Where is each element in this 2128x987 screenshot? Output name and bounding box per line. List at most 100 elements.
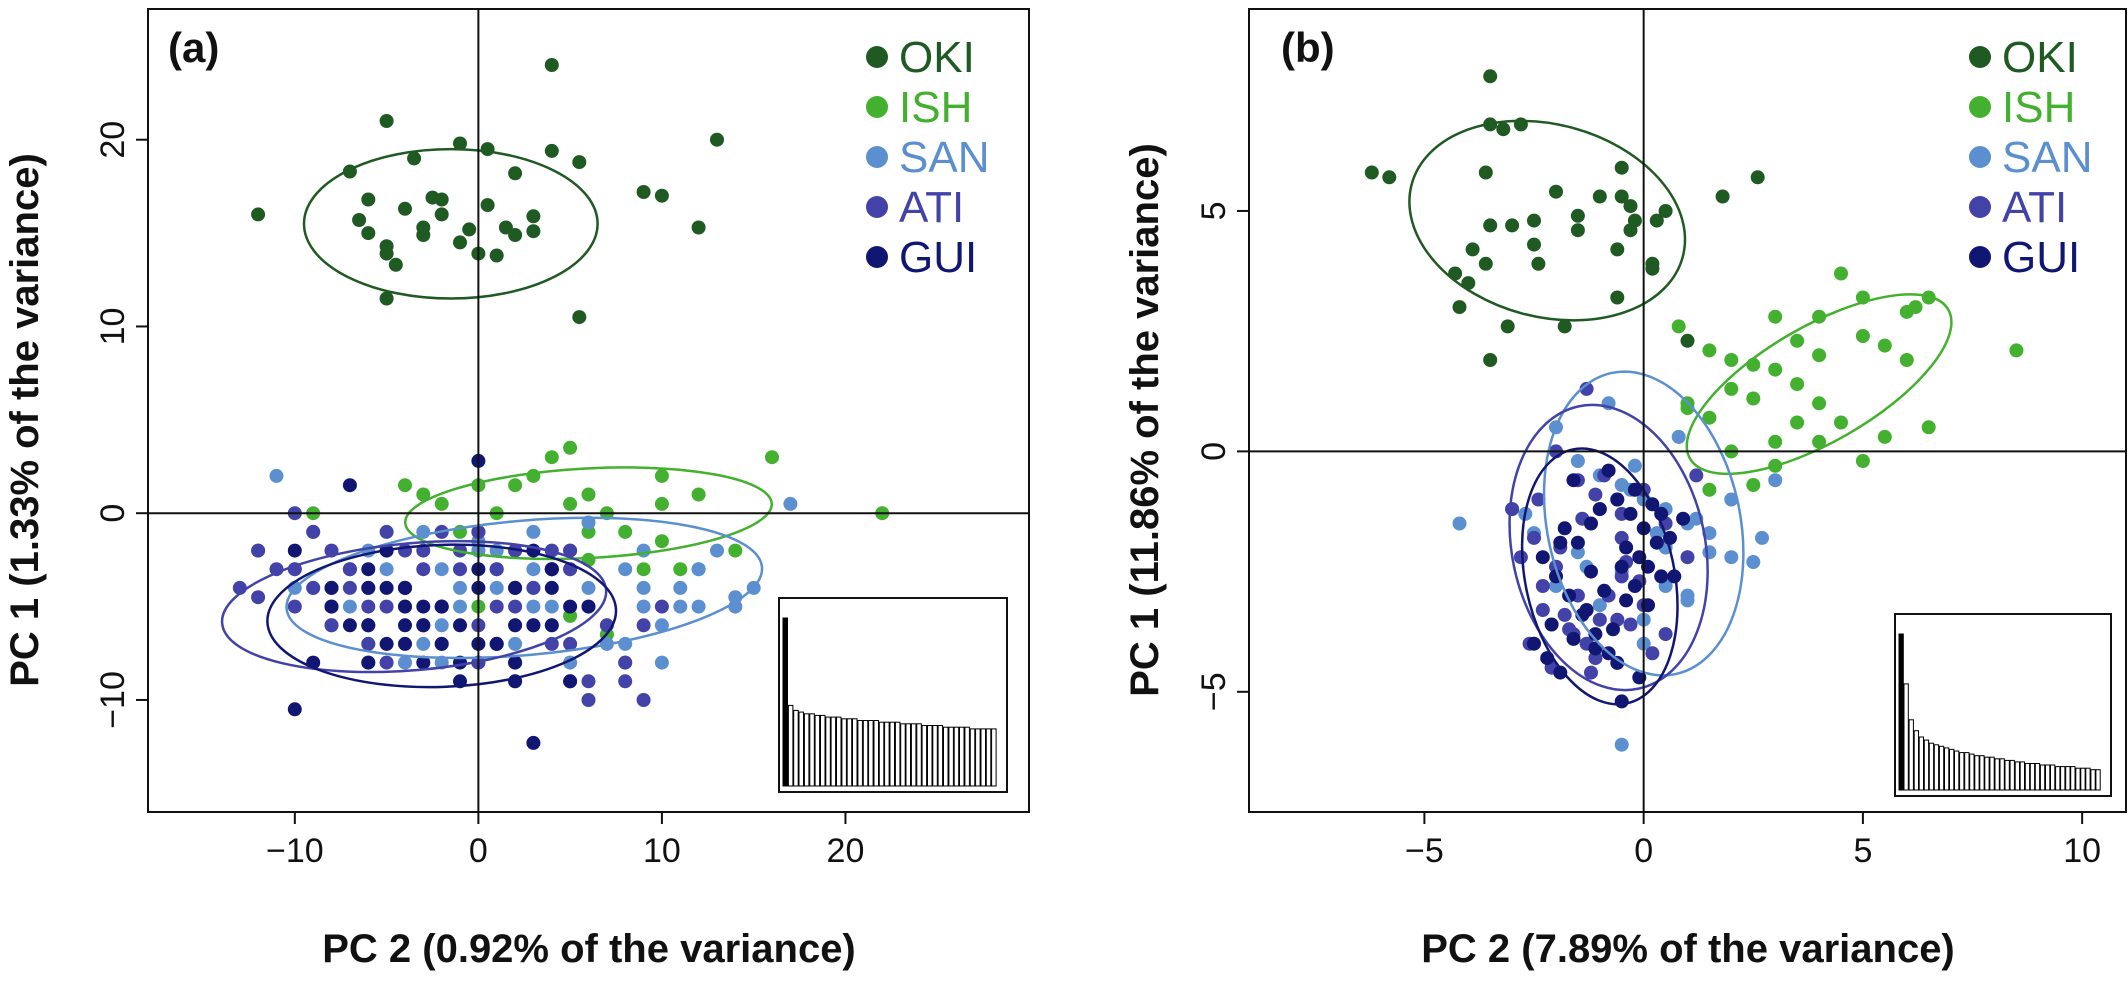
point-san [581, 580, 596, 595]
point-ish [398, 478, 412, 493]
point-oki [398, 201, 412, 216]
point-gui [1610, 492, 1625, 507]
point-gui [563, 599, 578, 614]
point-gui [1623, 506, 1638, 521]
legend-label-gui: GUI [899, 233, 977, 282]
inset-bar [782, 617, 788, 787]
point-oki [1496, 122, 1511, 137]
point-san [691, 599, 706, 614]
point-gui [1588, 627, 1603, 642]
ellipse-oki [1408, 119, 1687, 322]
point-san [636, 599, 651, 614]
point-oki [1645, 261, 1660, 276]
point-san [1649, 526, 1664, 541]
point-san [1570, 454, 1585, 468]
reference-lines-a [148, 9, 1029, 812]
ellipse-gui [266, 543, 618, 689]
point-san [673, 599, 688, 614]
point-ati [453, 562, 467, 577]
point-ati [1513, 550, 1528, 565]
inset-bar [2009, 759, 2015, 791]
inset-bar [927, 725, 933, 787]
point-gui [398, 636, 412, 651]
point-oki [544, 58, 559, 72]
legend-label-san: SAN [2002, 133, 2092, 182]
point-san [636, 580, 651, 595]
point-gui [1610, 655, 1625, 670]
point-gui [508, 580, 523, 595]
point-oki [251, 207, 266, 222]
point-oki [526, 224, 541, 239]
point-san [1702, 545, 1717, 560]
point-oki [1649, 213, 1664, 228]
point-ish [618, 524, 633, 539]
point-gui [342, 618, 357, 633]
point-ati [636, 693, 651, 707]
point-oki [508, 166, 523, 181]
point-san [1452, 516, 1467, 531]
inset-bar [1979, 755, 1985, 791]
point-ish [1790, 415, 1805, 430]
point-gui [324, 580, 339, 595]
inset-bar [1908, 719, 1914, 791]
legend-label-ish: ISH [899, 83, 972, 132]
inset-bar [825, 716, 831, 787]
point-ati [1579, 381, 1594, 396]
point-oki [1382, 170, 1397, 185]
x-tick-label: 5 [1853, 832, 1872, 870]
point-oki [361, 192, 376, 207]
point-ati [1614, 569, 1629, 584]
legend-marker-san [1969, 146, 1991, 168]
point-gui [1570, 535, 1585, 550]
plot-frame-b [1248, 8, 2127, 813]
point-ish [654, 468, 669, 483]
inset-bar [2014, 761, 2020, 791]
point-gui [1557, 521, 1572, 536]
inset-bar [2080, 767, 2086, 791]
point-ish [1899, 353, 1914, 367]
inset-bar [1938, 745, 1945, 791]
inset-bar [820, 714, 826, 787]
point-ish [654, 534, 669, 549]
point-oki [1364, 165, 1379, 180]
point-san [1755, 530, 1769, 545]
point-san [636, 543, 651, 558]
point-oki [691, 220, 706, 235]
inset-bar [2095, 769, 2101, 791]
inset-bar [787, 704, 794, 787]
point-gui [1544, 617, 1559, 632]
point-ati [342, 562, 357, 577]
point-oki [352, 213, 367, 227]
point-san [544, 599, 559, 614]
point-san [434, 618, 449, 633]
point-gui [544, 618, 559, 633]
inset-bar [1933, 744, 1940, 791]
y-tick-label: 10 [94, 308, 132, 346]
inset-bar [1928, 742, 1935, 791]
point-ish [1855, 454, 1870, 468]
point-oki [379, 291, 394, 306]
inset-bar [2090, 769, 2096, 791]
point-ati [1658, 627, 1673, 642]
point-san [1724, 492, 1739, 507]
point-ish [1812, 348, 1827, 363]
point-san [691, 562, 706, 577]
point-san [526, 599, 541, 614]
point-gui [398, 580, 412, 595]
inset-bar [2024, 763, 2031, 791]
point-gui [398, 599, 412, 614]
inset-bar [857, 720, 863, 787]
scatter-marks-a [232, 58, 890, 750]
ellipse-san [285, 516, 764, 660]
point-oki [498, 220, 513, 235]
inset-bar [991, 728, 997, 787]
inset-bar [889, 721, 895, 787]
x-tick-label: 10 [643, 832, 681, 870]
inset-bar [1984, 756, 1990, 791]
point-gui [581, 599, 596, 614]
point-gui [287, 702, 302, 717]
legend-marker-gui [866, 246, 888, 268]
point-ati [489, 599, 504, 614]
point-gui [361, 618, 376, 633]
